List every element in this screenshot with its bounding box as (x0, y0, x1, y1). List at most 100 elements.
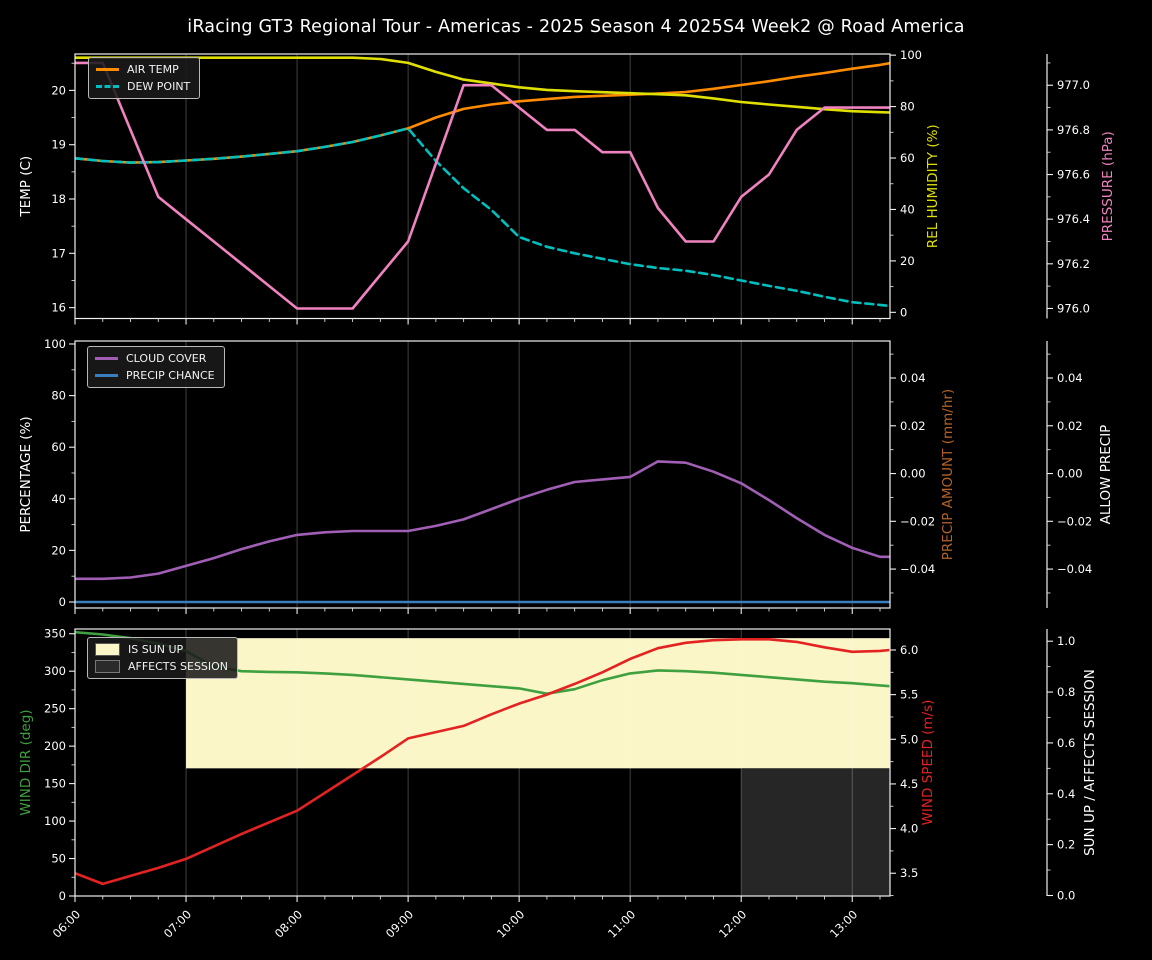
svg-text:−0.04: −0.04 (1057, 562, 1092, 576)
svg-text:0.04: 0.04 (1057, 371, 1083, 385)
legend-label-precip-chance: PRECIP CHANCE (126, 369, 215, 382)
cloud-cover-line-swatch (95, 357, 118, 360)
svg-text:07:00: 07:00 (161, 907, 194, 940)
svg-text:REL HUMIDITY (%): REL HUMIDITY (%) (925, 124, 941, 248)
svg-text:6.0: 6.0 (900, 643, 918, 657)
band-affects-session (741, 768, 890, 896)
svg-text:350: 350 (44, 627, 66, 641)
svg-text:10:00: 10:00 (494, 907, 527, 940)
svg-text:SUN UP / AFFECTS SESSION: SUN UP / AFFECTS SESSION (1082, 669, 1098, 856)
svg-text:40: 40 (51, 492, 66, 506)
svg-text:977.0: 977.0 (1057, 78, 1090, 92)
svg-text:12:00: 12:00 (716, 907, 749, 940)
svg-text:20: 20 (51, 83, 66, 97)
svg-text:100: 100 (44, 337, 66, 351)
svg-text:976.0: 976.0 (1057, 301, 1090, 315)
svg-text:0: 0 (900, 305, 907, 319)
legend-cloud-panel: CLOUD COVER PRECIP CHANCE (87, 346, 225, 388)
legend-wind-panel: IS SUN UP AFFECTS SESSION (87, 637, 239, 679)
series-pressure (75, 61, 890, 310)
svg-text:1.0: 1.0 (1057, 634, 1075, 648)
svg-text:0.4: 0.4 (1057, 787, 1075, 801)
svg-text:PRECIP AMOUNT (mm/hr): PRECIP AMOUNT (mm/hr) (940, 389, 956, 560)
svg-text:300: 300 (44, 664, 66, 678)
svg-text:4.0: 4.0 (900, 822, 918, 836)
svg-text:200: 200 (44, 739, 66, 753)
svg-text:0: 0 (59, 595, 66, 609)
dew-point-line-swatch (96, 85, 119, 88)
svg-text:17: 17 (51, 246, 66, 260)
svg-text:06:00: 06:00 (50, 907, 83, 940)
svg-text:16: 16 (51, 301, 66, 315)
svg-text:80: 80 (900, 100, 915, 114)
svg-text:0.6: 0.6 (1057, 736, 1075, 750)
svg-text:976.2: 976.2 (1057, 257, 1090, 271)
svg-text:20: 20 (900, 254, 915, 268)
svg-text:100: 100 (900, 48, 922, 62)
svg-text:0.0: 0.0 (1057, 888, 1075, 902)
legend-label-affects-session: AFFECTS SESSION (128, 660, 229, 673)
legend-item-precip-chance: PRECIP CHANCE (95, 369, 215, 382)
svg-text:18: 18 (51, 192, 66, 206)
legend-item-cloud-cover: CLOUD COVER (95, 352, 215, 365)
svg-text:PERCENTAGE (%): PERCENTAGE (%) (18, 416, 34, 532)
svg-text:−0.04: −0.04 (900, 562, 935, 576)
precip-chance-line-swatch (95, 374, 118, 377)
svg-text:0.2: 0.2 (1057, 838, 1075, 852)
legend-label-dew-point: DEW POINT (127, 80, 191, 93)
legend-label-cloud-cover: CLOUD COVER (126, 352, 207, 365)
series-rel-humidity (75, 56, 890, 114)
legend-label-is-sun-up: IS SUN UP (128, 643, 184, 656)
svg-text:976.6: 976.6 (1057, 168, 1090, 182)
panel-cloud-precip: 0 20 40 60 80 100 PERCENTAGE (%) −0.04 −0.02 0.00… (18, 337, 1114, 614)
svg-text:20: 20 (51, 543, 66, 557)
svg-text:11:00: 11:00 (605, 907, 638, 940)
legend-item-air-temp: AIR TEMP (96, 63, 190, 76)
sun-up-patch-swatch (95, 643, 120, 656)
series-dew-point (75, 127, 890, 308)
air-temp-line-swatch (96, 68, 119, 71)
svg-text:100: 100 (44, 814, 66, 828)
svg-text:976.8: 976.8 (1057, 123, 1090, 137)
svg-text:13:00: 13:00 (827, 907, 860, 940)
svg-text:976.4: 976.4 (1057, 212, 1090, 226)
svg-text:ALLOW PRECIP: ALLOW PRECIP (1098, 425, 1114, 525)
svg-text:0.04: 0.04 (900, 371, 926, 385)
legend-item-is-sun-up: IS SUN UP (95, 643, 228, 656)
svg-text:5.5: 5.5 (900, 688, 918, 702)
svg-text:−0.02: −0.02 (900, 514, 935, 528)
legend-temp-panel: AIR TEMP DEW POINT (88, 57, 201, 99)
svg-text:0: 0 (59, 889, 66, 903)
chart-title: iRacing GT3 Regional Tour - Americas - 2… (187, 17, 965, 37)
svg-text:60: 60 (51, 440, 66, 454)
legend-item-affects-session: AFFECTS SESSION (95, 660, 228, 673)
svg-text:08:00: 08:00 (272, 907, 305, 940)
svg-text:PRESSURE (hPa): PRESSURE (hPa) (1100, 131, 1116, 241)
series-wind-speed (75, 637, 890, 886)
svg-text:40: 40 (900, 202, 915, 216)
affects-session-patch-swatch (95, 660, 120, 673)
legend-label-air-temp: AIR TEMP (127, 63, 179, 76)
svg-text:5.0: 5.0 (900, 732, 918, 746)
svg-text:3.5: 3.5 (900, 866, 918, 880)
panel-temperature-humidity-pressure: 16 17 18 19 20 TEMP (C) 0 20 40 60 80 100 REL HUMIDI… (18, 48, 1116, 325)
series-cloud-cover (75, 460, 890, 581)
svg-text:−0.02: −0.02 (1057, 514, 1092, 528)
svg-text:150: 150 (44, 777, 66, 791)
svg-text:250: 250 (44, 702, 66, 716)
svg-text:80: 80 (51, 389, 66, 403)
svg-text:60: 60 (900, 151, 915, 165)
legend-item-dew-point: DEW POINT (96, 80, 190, 93)
svg-text:09:00: 09:00 (383, 907, 416, 940)
svg-text:0.02: 0.02 (900, 419, 926, 433)
svg-text:0.00: 0.00 (900, 467, 926, 481)
svg-text:19: 19 (51, 138, 66, 152)
svg-text:0.8: 0.8 (1057, 685, 1075, 699)
svg-text:0.00: 0.00 (1057, 467, 1083, 481)
svg-text:50: 50 (51, 852, 66, 866)
svg-text:4.5: 4.5 (900, 777, 918, 791)
svg-text:0.02: 0.02 (1057, 419, 1083, 433)
svg-text:WIND SPEED (m/s): WIND SPEED (m/s) (920, 700, 936, 826)
svg-text:TEMP (C): TEMP (C) (18, 156, 34, 218)
